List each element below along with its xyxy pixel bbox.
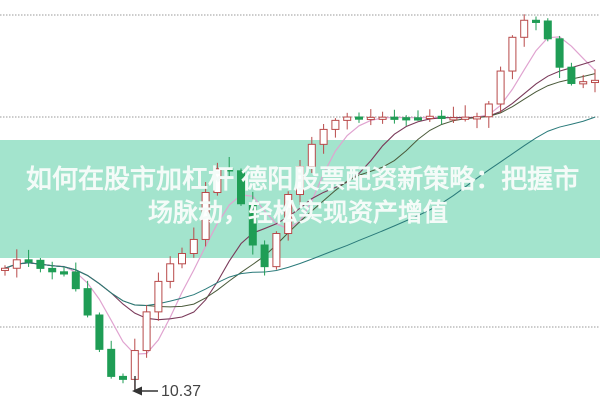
svg-text:10.37: 10.37 bbox=[161, 383, 201, 400]
svg-text:如何在股市加杠杆 德阳股票配资新策略：把握市: 如何在股市加杠杆 德阳股票配资新策略：把握市 bbox=[26, 164, 579, 194]
svg-text:场脉动，轻松实现资产增值: 场脉动，轻松实现资产增值 bbox=[148, 198, 448, 227]
